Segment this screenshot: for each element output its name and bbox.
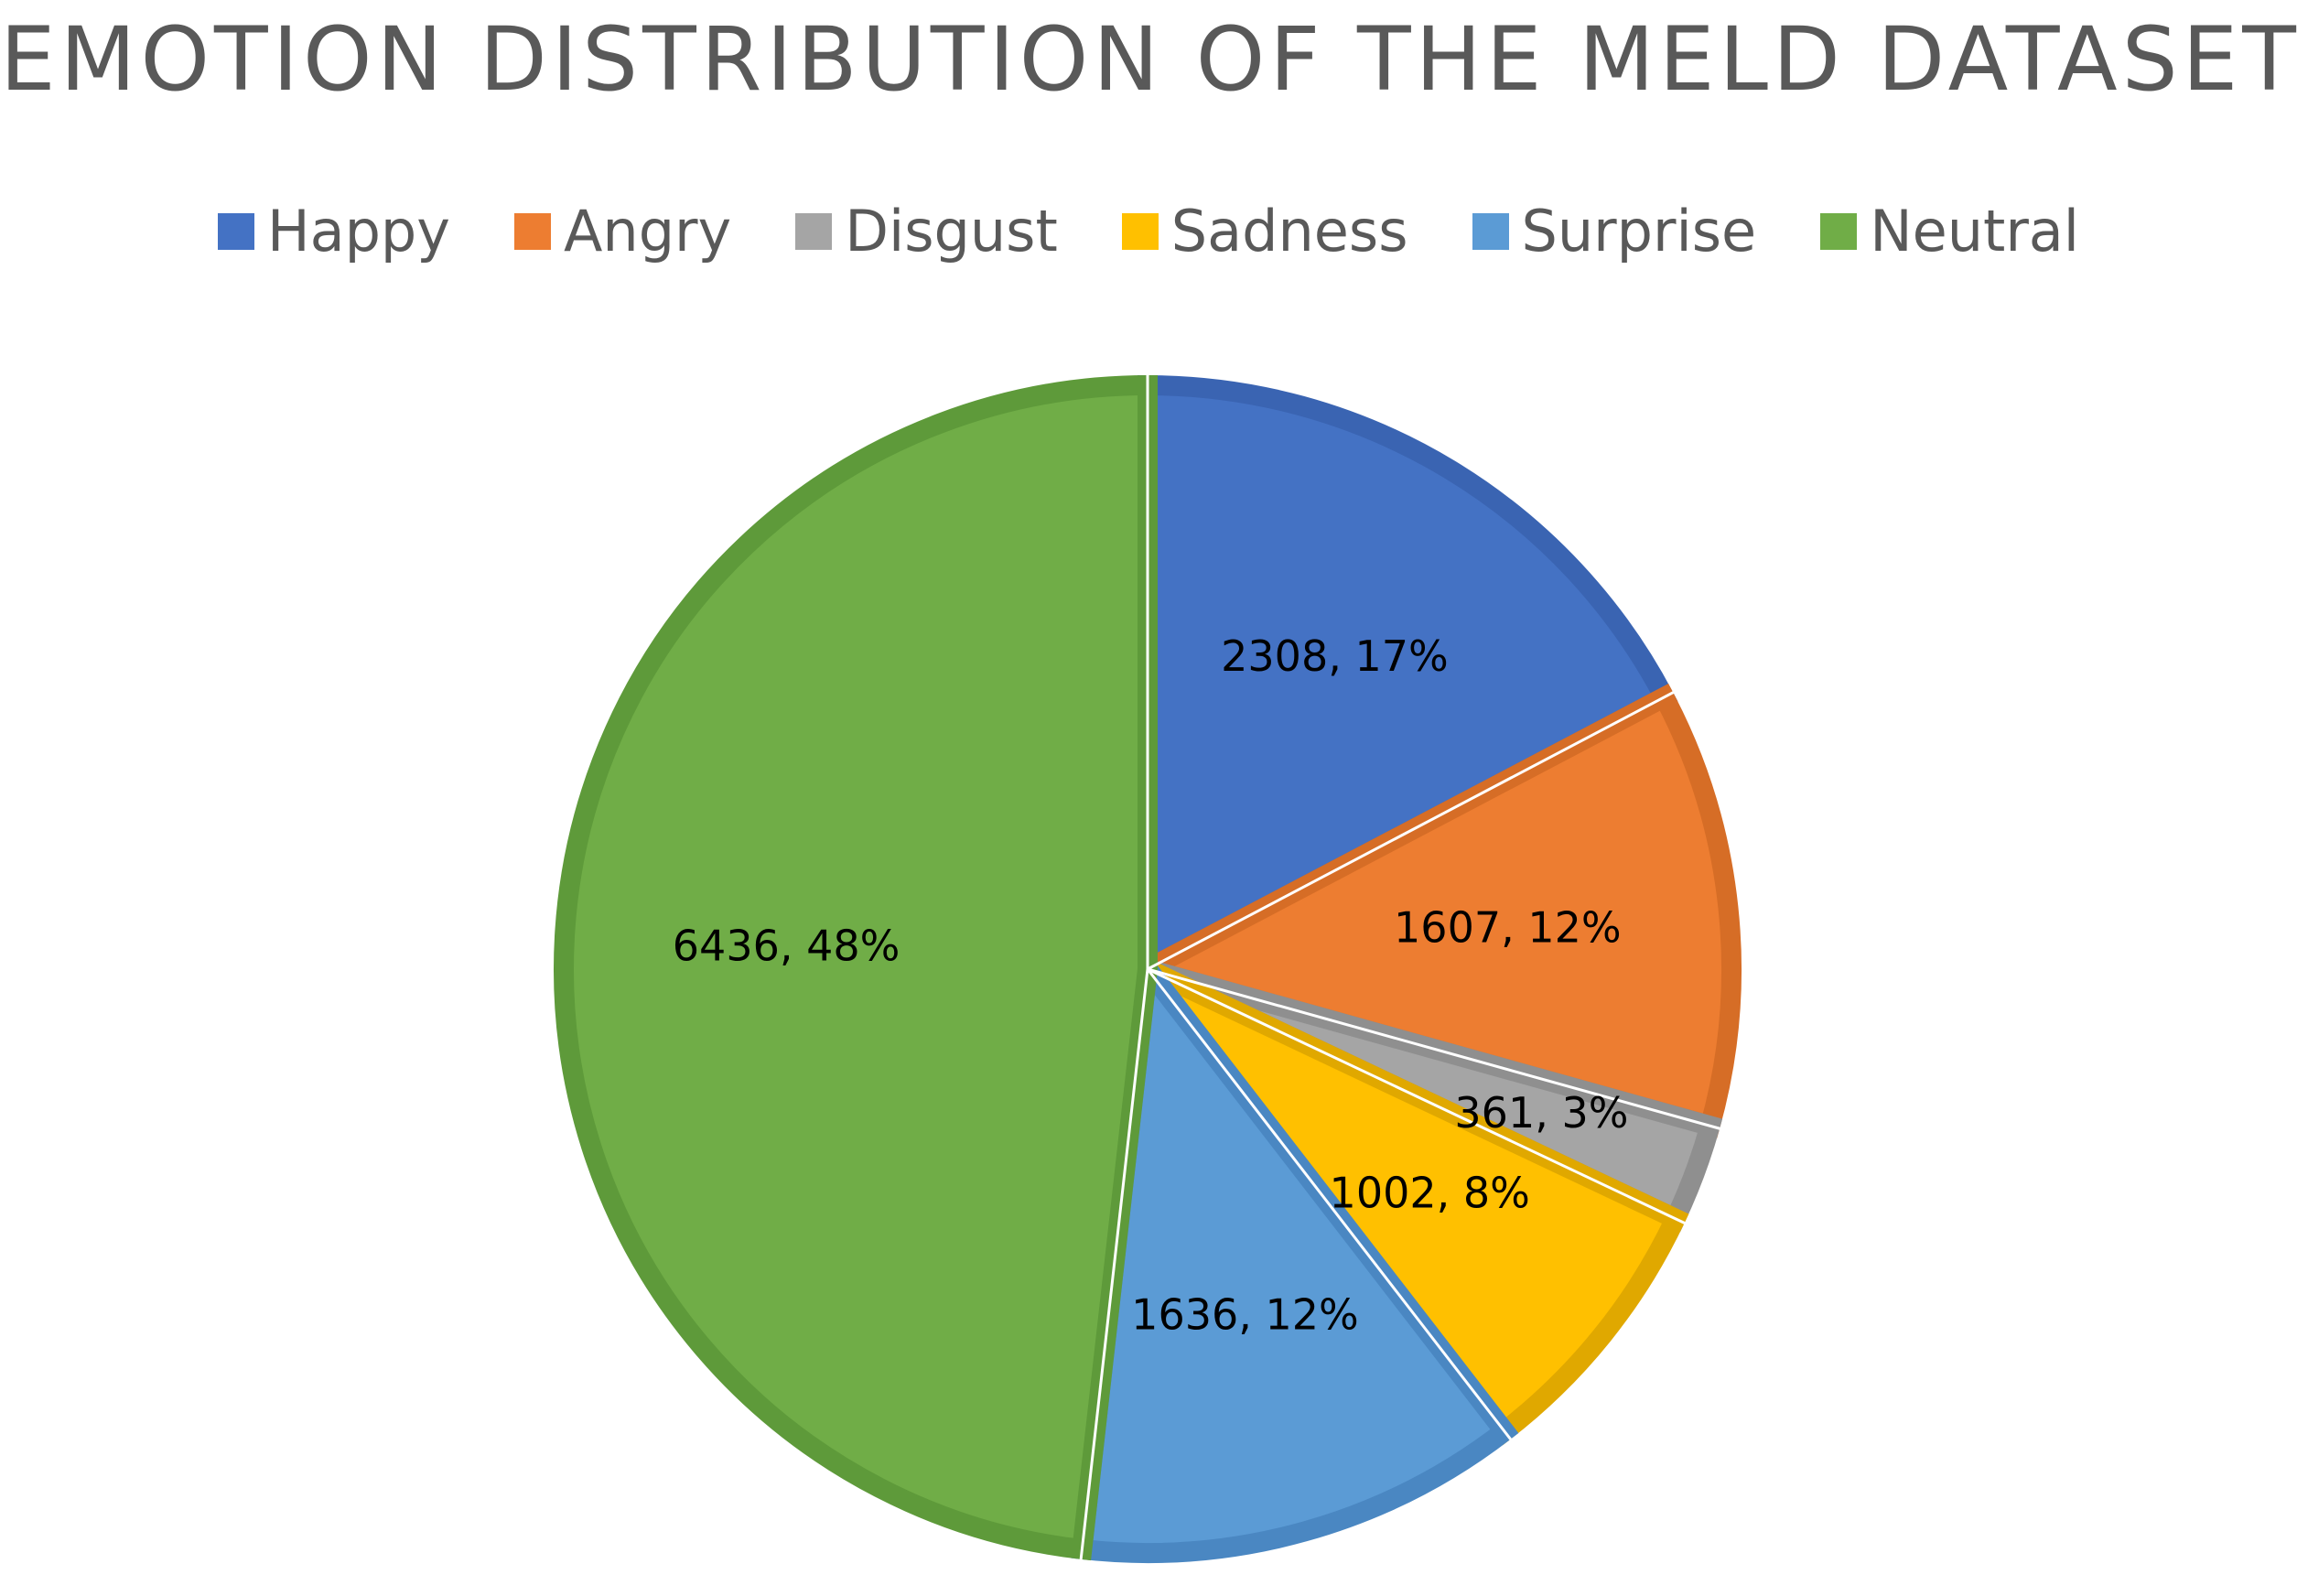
legend-label-neutral: Neutral	[1870, 198, 2080, 264]
legend-label-angry: Angry	[563, 198, 732, 264]
legend-swatch-sadness	[1121, 213, 1159, 250]
pie-separator-angry	[1147, 690, 1675, 971]
legend: Happy Angry Disgust Sadness Surprise Neutral	[0, 203, 2297, 260]
legend-item-angry: Angry	[513, 198, 732, 264]
legend-swatch-disgust	[795, 213, 833, 250]
data-label-happy: 2308, 17%	[1221, 631, 1449, 681]
legend-label-happy: Happy	[266, 198, 450, 264]
legend-item-sadness: Sadness	[1121, 198, 1408, 264]
legend-item-neutral: Neutral	[1820, 203, 2079, 260]
pie-separator-neutral	[1079, 968, 1149, 1561]
chart-title: EMOTION DISTRIBUTION OF THE MELD DATASET	[0, 8, 2297, 111]
legend-label-sadness: Sadness	[1170, 198, 1408, 264]
pie-separator-surprise	[1146, 968, 1513, 1441]
legend-swatch-angry	[513, 213, 551, 250]
legend-label-surprise: Surprise	[1521, 198, 1757, 264]
legend-item-happy: Happy	[217, 198, 450, 264]
pie-separator-sadness	[1147, 967, 1687, 1225]
legend-swatch-neutral	[1820, 213, 1858, 250]
legend-swatch-surprise	[1472, 213, 1509, 250]
pie-slice-neutral	[554, 374, 1158, 1561]
pie-slice-angry	[1120, 683, 1742, 1138]
pie-slice-surprise	[1071, 943, 1519, 1563]
data-label-disgust: 361, 3%	[1454, 1088, 1628, 1138]
data-label-angry: 1607, 12%	[1394, 903, 1622, 953]
data-label-neutral: 6436, 48%	[673, 921, 900, 970]
legend-label-disgust: Disgust	[845, 198, 1058, 264]
legend-item-surprise: Surprise	[1472, 198, 1757, 264]
legend-item-disgust: Disgust	[795, 203, 1058, 260]
pie-slice-happy	[1138, 374, 1678, 987]
pie-separator-disgust	[1147, 967, 1721, 1130]
legend-swatch-happy	[217, 213, 254, 250]
data-label-surprise: 1636, 12%	[1131, 1289, 1359, 1339]
pie-slice-sadness	[1139, 960, 1689, 1446]
data-label-sadness: 1002, 8%	[1330, 1168, 1530, 1217]
